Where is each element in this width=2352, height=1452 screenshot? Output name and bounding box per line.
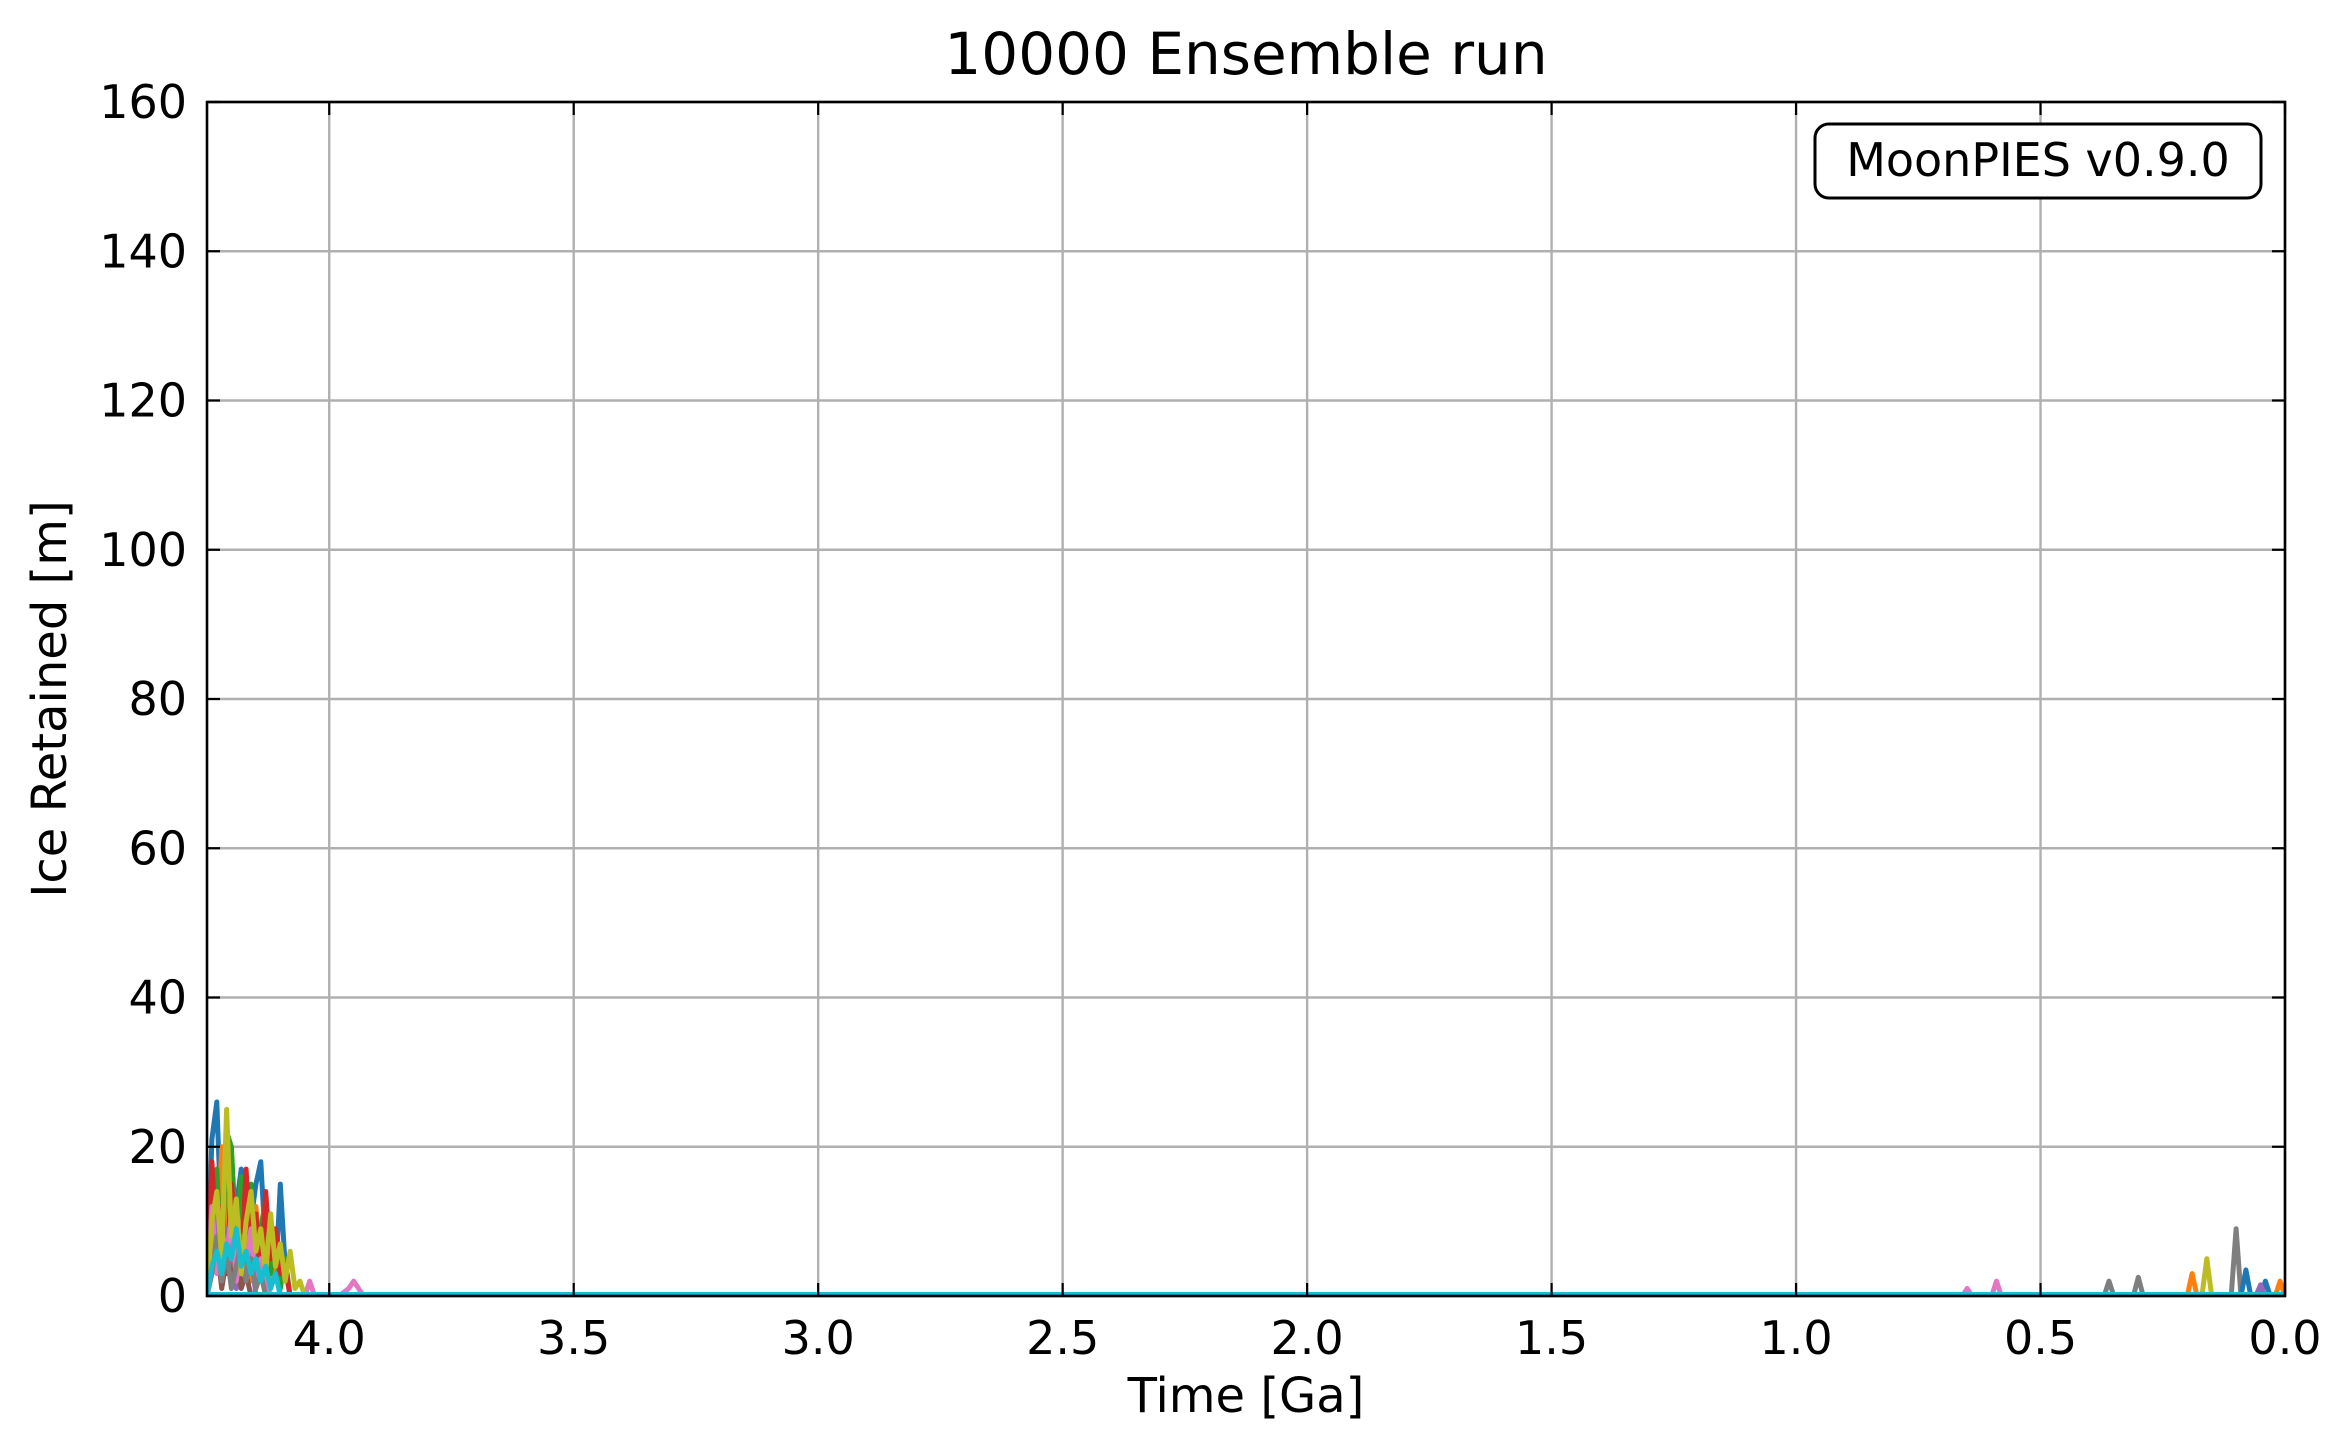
series-line-10 — [207, 1226, 283, 1296]
y-tick-label: 40 — [128, 971, 187, 1025]
series-line-9 — [207, 1106, 308, 1296]
chart-title: 10000 Ensemble run — [944, 20, 1547, 88]
x-tick-label: 4.0 — [293, 1311, 366, 1365]
y-tick-label: 60 — [128, 821, 187, 875]
x-tick-label: 1.0 — [1759, 1311, 1832, 1365]
x-tick-label: 2.5 — [1026, 1311, 1099, 1365]
x-tick-label: 1.5 — [1515, 1311, 1588, 1365]
y-tick-label: 100 — [99, 523, 187, 577]
x-axis-label: Time [Ga] — [1127, 1368, 1365, 1424]
series-line-13 — [2184, 1271, 2285, 1296]
series-line-12 — [2101, 1226, 2244, 1296]
x-tick-label: 0.5 — [2004, 1311, 2077, 1365]
y-tick-label: 140 — [99, 224, 187, 278]
series-layer — [207, 1099, 2285, 1296]
series-line-15 — [2238, 1267, 2273, 1296]
y-tick-label: 120 — [99, 374, 187, 428]
y-tick-label: 0 — [158, 1269, 187, 1323]
version-annotation: MoonPIES v0.9.0 — [1813, 122, 2263, 200]
ticks — [207, 100, 2287, 1298]
y-axis-label: Ice Retained [m] — [22, 500, 78, 898]
x-tick-label: 2.0 — [1271, 1311, 1344, 1365]
x-tick-label: 3.0 — [782, 1311, 855, 1365]
tick-labels: 4.0 3.5 3.0 2.5 2.0 1.5 1.0 0.5 0.0 0 20 40 60 80 100 1… — [99, 75, 2321, 1365]
y-tick-label: 20 — [128, 1120, 187, 1174]
y-tick-label: 80 — [128, 672, 187, 726]
series-line-14 — [2199, 1256, 2215, 1296]
y-tick-label: 160 — [99, 75, 187, 129]
annotation-text: MoonPIES v0.9.0 — [1846, 133, 2230, 187]
x-tick-label: 3.5 — [537, 1311, 610, 1365]
series-line-11 — [1959, 1278, 2004, 1296]
annotation-box — [1813, 122, 2263, 200]
series-line-8 — [207, 1233, 269, 1296]
x-tick-label: 0.0 — [2248, 1311, 2321, 1365]
